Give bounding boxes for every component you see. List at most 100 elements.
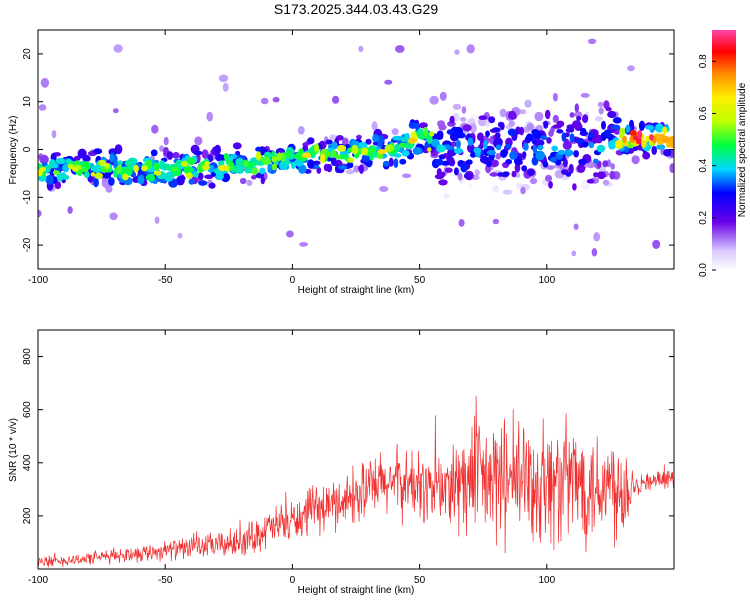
spectral-cell	[223, 152, 229, 161]
spectral-cell	[271, 163, 277, 171]
spectral-cell	[154, 216, 160, 224]
spectral-cell	[312, 160, 321, 166]
spectral-cell	[460, 162, 468, 173]
spectral-cell	[655, 123, 664, 133]
spectral-cell	[502, 189, 513, 195]
spectral-cell	[490, 159, 499, 168]
spectral-cell	[109, 212, 118, 221]
spectral-cell	[492, 127, 501, 133]
spectral-cell	[576, 164, 586, 173]
spectral-cell	[610, 163, 615, 170]
spectral-cell	[578, 158, 587, 166]
spectral-cell	[398, 142, 407, 148]
spectral-cell	[246, 179, 253, 186]
spectral-cell	[192, 171, 199, 178]
spectral-cell	[534, 111, 544, 122]
spectral-cell	[489, 172, 499, 177]
spectral-cell	[393, 135, 402, 141]
spectral-cell	[307, 137, 315, 145]
spectral-cell	[84, 170, 90, 179]
colorbar-tick-label: 0.4	[698, 158, 709, 172]
spectral-cell	[188, 178, 195, 185]
spectral-cell	[434, 158, 444, 166]
spectral-cell	[67, 163, 74, 170]
spectral-cell	[552, 114, 559, 123]
spectral-cell	[290, 161, 298, 167]
spectral-cell	[479, 155, 490, 164]
spectral-cell	[571, 250, 577, 257]
spectral-cell	[299, 242, 309, 247]
spectral-cell	[345, 169, 355, 175]
x-tick-label: 100	[538, 575, 555, 586]
spectral-cell	[55, 157, 66, 165]
spectral-cell	[67, 206, 73, 214]
y-tick-label: 400	[22, 454, 33, 471]
spectral-cell	[260, 97, 269, 105]
spectral-cell	[625, 124, 630, 133]
x-tick-label: 0	[290, 275, 296, 286]
spectral-cell	[639, 125, 645, 131]
spectrogram-x-ticks: -100 -50 0 50 100	[28, 30, 556, 286]
spectral-cell	[90, 172, 96, 177]
spectral-cell	[379, 186, 389, 192]
spectral-cell	[572, 183, 577, 191]
colorbar-tick-label: 0.8	[698, 54, 709, 68]
spectral-cell	[175, 159, 184, 168]
spectral-cell	[669, 163, 674, 173]
spectral-cell	[418, 122, 428, 129]
spectral-cell	[102, 172, 112, 179]
colorbar-label: Normalized spectral amplitude	[737, 82, 748, 217]
spectral-cell	[598, 107, 604, 115]
spectral-cell	[495, 132, 501, 139]
spectral-cell	[193, 150, 203, 156]
spectral-cell	[502, 101, 511, 106]
spectral-cell	[116, 165, 122, 174]
spectral-cell	[523, 142, 529, 151]
spectral-cell	[470, 114, 480, 120]
spectral-cell	[122, 173, 129, 181]
spectral-cell	[434, 173, 444, 180]
spectral-cell	[332, 95, 340, 104]
spectral-cell	[239, 177, 247, 185]
snr-x-axis-label: Height of straight line (km)	[298, 585, 415, 596]
spectral-cell	[436, 168, 442, 176]
spectral-cell	[457, 172, 463, 181]
spectral-cell	[39, 154, 49, 165]
spectral-cell	[596, 144, 606, 153]
spectral-cell	[574, 103, 579, 113]
spectral-cell	[631, 155, 640, 165]
spectral-cell	[105, 162, 110, 170]
spectral-cell	[180, 160, 189, 167]
spectral-cell	[454, 49, 460, 55]
spectral-cell	[455, 139, 461, 149]
spectral-cell	[166, 151, 174, 160]
spectral-cell	[602, 160, 609, 168]
spectral-cell	[610, 124, 621, 130]
spectral-cell	[384, 79, 393, 85]
spectral-cell	[371, 121, 378, 131]
x-tick-label: 100	[538, 275, 555, 286]
spectral-cell	[556, 120, 565, 128]
colorbar-tick-label: 0.6	[698, 106, 709, 120]
spectral-cell	[159, 160, 166, 170]
spectral-cell	[594, 116, 603, 122]
spectral-cell	[93, 148, 103, 155]
x-tick-label: -50	[158, 575, 173, 586]
spectral-cell	[206, 111, 213, 122]
spectral-cell	[557, 149, 566, 155]
spectral-cell	[603, 100, 610, 110]
spectral-cell	[38, 209, 42, 218]
spectral-cell	[297, 126, 305, 135]
spectral-cell	[272, 96, 280, 103]
spectral-cell	[255, 151, 262, 161]
spectral-cell	[563, 149, 574, 157]
spectral-cell	[436, 144, 446, 153]
spectral-cell	[172, 152, 180, 159]
spectral-cell	[615, 139, 622, 148]
spectral-cell	[569, 112, 575, 118]
spectral-cell	[544, 174, 553, 182]
spectral-cell	[38, 169, 43, 177]
spectral-cell	[597, 101, 604, 108]
spectral-cell	[622, 135, 627, 143]
